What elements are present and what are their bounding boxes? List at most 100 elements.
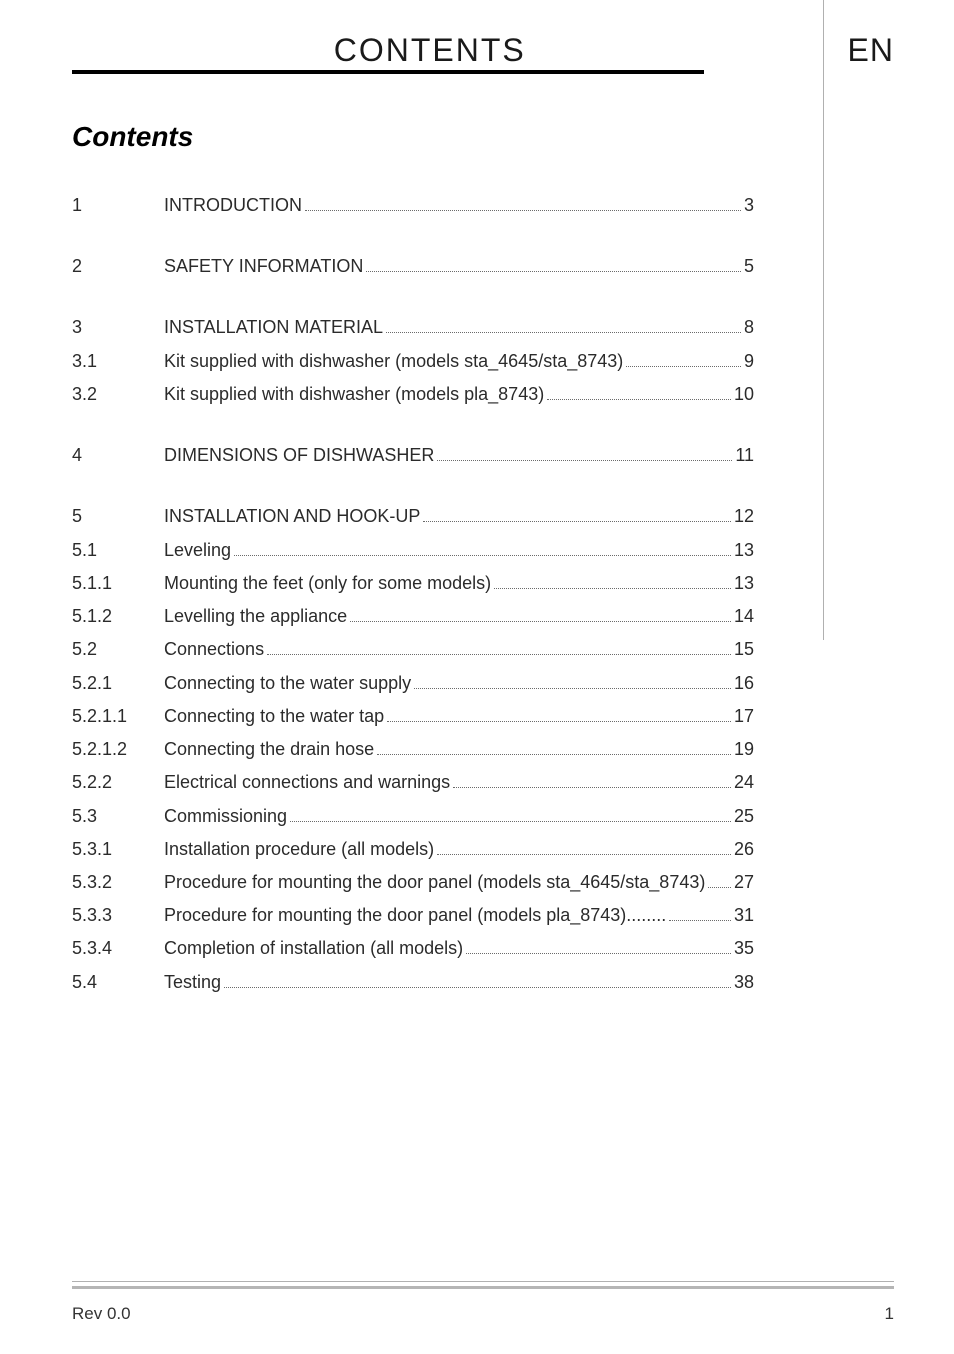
toc-entry-leader-dots (377, 754, 731, 755)
toc-entry: 5.1.2Levelling the appliance 14 (72, 606, 754, 627)
toc-entry-number: 5.2.1.1 (72, 706, 164, 727)
lang-tag: EN (848, 32, 894, 69)
toc-entry-title: Connections (164, 639, 264, 660)
page-header: CONTENTS EN (72, 32, 894, 77)
footer-right: 1 (885, 1304, 894, 1324)
toc-entry-page: 9 (744, 351, 754, 372)
footer-rule-thick (72, 1286, 894, 1289)
toc-entry-number: 5.1.2 (72, 606, 164, 627)
footer-left: Rev 0.0 (72, 1304, 131, 1324)
toc-entry-number: 5.2.1.2 (72, 739, 164, 760)
toc-entry-page: 24 (734, 772, 754, 793)
toc-entry: 5.4Testing38 (72, 972, 754, 993)
toc-entry-title: INSTALLATION AND HOOK-UP (164, 506, 420, 527)
toc-entry-leader-dots (386, 332, 741, 333)
toc-entry-page: 8 (744, 317, 754, 338)
toc-entry: 5.2Connections15 (72, 639, 754, 660)
toc-section-gap (72, 289, 754, 317)
toc-entry: 1INTRODUCTION 3 (72, 195, 754, 216)
toc-entry-leader-dots (366, 271, 741, 272)
toc-entry-title: Connecting the drain hose (164, 739, 374, 760)
toc-entry-title: Procedure for mounting the door panel (m… (164, 905, 666, 926)
toc-entry: 5.3.1Installation procedure (all models)… (72, 839, 754, 860)
toc-entry: 5.1.1Mounting the feet (only for some mo… (72, 573, 754, 594)
toc-entry-page: 25 (734, 806, 754, 827)
toc-entry-leader-dots (305, 210, 741, 211)
toc-section-gap (72, 228, 754, 256)
toc-entry-title: Procedure for mounting the door panel (m… (164, 872, 705, 893)
page: CONTENTS EN Contents 1INTRODUCTION 32SAF… (0, 0, 954, 1354)
toc-entry-number: 4 (72, 445, 164, 466)
toc-entry: 2SAFETY INFORMATION 5 (72, 256, 754, 277)
toc-entry-number: 5.2.1 (72, 673, 164, 694)
toc-entry-page: 13 (734, 540, 754, 561)
toc-entry-page: 5 (744, 256, 754, 277)
toc-entry-leader-dots (350, 621, 731, 622)
toc-entry: 3.1Kit supplied with dishwasher (models … (72, 351, 754, 372)
toc-entry-leader-dots (267, 654, 731, 655)
toc-entry-title: SAFETY INFORMATION (164, 256, 363, 277)
toc-entry-title: INSTALLATION MATERIAL (164, 317, 383, 338)
toc-entry: 5.3Commissioning 25 (72, 806, 754, 827)
header-underline-bar (72, 70, 704, 74)
toc-entry-title: Installation procedure (all models) (164, 839, 434, 860)
toc-entry-title: Commissioning (164, 806, 287, 827)
toc-entry-title: Leveling (164, 540, 231, 561)
toc-entry-number: 5.3.4 (72, 938, 164, 959)
toc-entry-title: Levelling the appliance (164, 606, 347, 627)
toc-entry-page: 19 (734, 739, 754, 760)
toc-entry-number: 5.1.1 (72, 573, 164, 594)
toc-entry-number: 5.3.2 (72, 872, 164, 893)
toc-entry-leader-dots (423, 521, 731, 522)
toc-entry-page: 17 (734, 706, 754, 727)
toc-entry-number: 3.1 (72, 351, 164, 372)
toc-entry-number: 5.2 (72, 639, 164, 660)
toc-entry: 5.2.1Connecting to the water supply16 (72, 673, 754, 694)
header-title-wrap: CONTENTS (72, 32, 788, 77)
toc-entry-number: 5.3 (72, 806, 164, 827)
vertical-divider (823, 0, 824, 640)
toc-entry-number: 1 (72, 195, 164, 216)
toc-entry: 4DIMENSIONS OF DISHWASHER11 (72, 445, 754, 466)
toc-entry-number: 5.3.1 (72, 839, 164, 860)
toc-entry: 5.2.1.1Connecting to the water tap17 (72, 706, 754, 727)
toc-entry-page: 27 (734, 872, 754, 893)
toc-lines-container: 1INTRODUCTION 3 2SAFETY INFORMATION 5 3 INS… (72, 195, 754, 993)
toc-entry-title: Connecting to the water supply (164, 673, 411, 694)
toc-entry: 3INSTALLATION MATERIAL8 (72, 317, 754, 338)
footer-rule-thin (72, 1281, 894, 1282)
toc-entry-title: Electrical connections and warnings (164, 772, 450, 793)
toc-entry-page: 26 (734, 839, 754, 860)
toc-entry-leader-dots (466, 953, 731, 954)
toc-entry-leader-dots (290, 821, 731, 822)
toc-heading: Contents (72, 121, 754, 153)
toc-entry-title: INTRODUCTION (164, 195, 302, 216)
toc-entry-title: Kit supplied with dishwasher (models pla… (164, 384, 544, 405)
toc-entry-leader-dots (387, 721, 731, 722)
toc-entry-title: Testing (164, 972, 221, 993)
toc-section-gap (72, 417, 754, 445)
toc-entry-number: 5.2.2 (72, 772, 164, 793)
toc-entry-number: 5.1 (72, 540, 164, 561)
toc-entry-title: Mounting the feet (only for some models) (164, 573, 491, 594)
toc-entry-leader-dots (669, 920, 731, 921)
toc-entry-page: 3 (744, 195, 754, 216)
toc-entry-page: 14 (734, 606, 754, 627)
toc-entry-leader-dots (224, 987, 731, 988)
footer: Rev 0.0 1 (72, 1304, 894, 1324)
toc-entry-number: 5.4 (72, 972, 164, 993)
toc-entry-leader-dots (414, 688, 731, 689)
toc-entry: 5.1Leveling 13 (72, 540, 754, 561)
header-title: CONTENTS (328, 32, 532, 73)
toc-entry: 5.3.3Procedure for mounting the door pan… (72, 905, 754, 926)
toc-entry-leader-dots (437, 460, 732, 461)
toc-entry: 5.2.1.2Connecting the drain hose 19 (72, 739, 754, 760)
toc-entry-leader-dots (708, 887, 731, 888)
toc-entry-leader-dots (547, 399, 731, 400)
toc: Contents 1INTRODUCTION 3 2SAFETY INFORMAT… (72, 121, 894, 993)
toc-entry-leader-dots (626, 366, 741, 367)
toc-entry-page: 13 (734, 573, 754, 594)
toc-entry: 5.3.4Completion of installation (all mod… (72, 938, 754, 959)
toc-entry-leader-dots (234, 555, 731, 556)
toc-entry-title: Completion of installation (all models) (164, 938, 463, 959)
